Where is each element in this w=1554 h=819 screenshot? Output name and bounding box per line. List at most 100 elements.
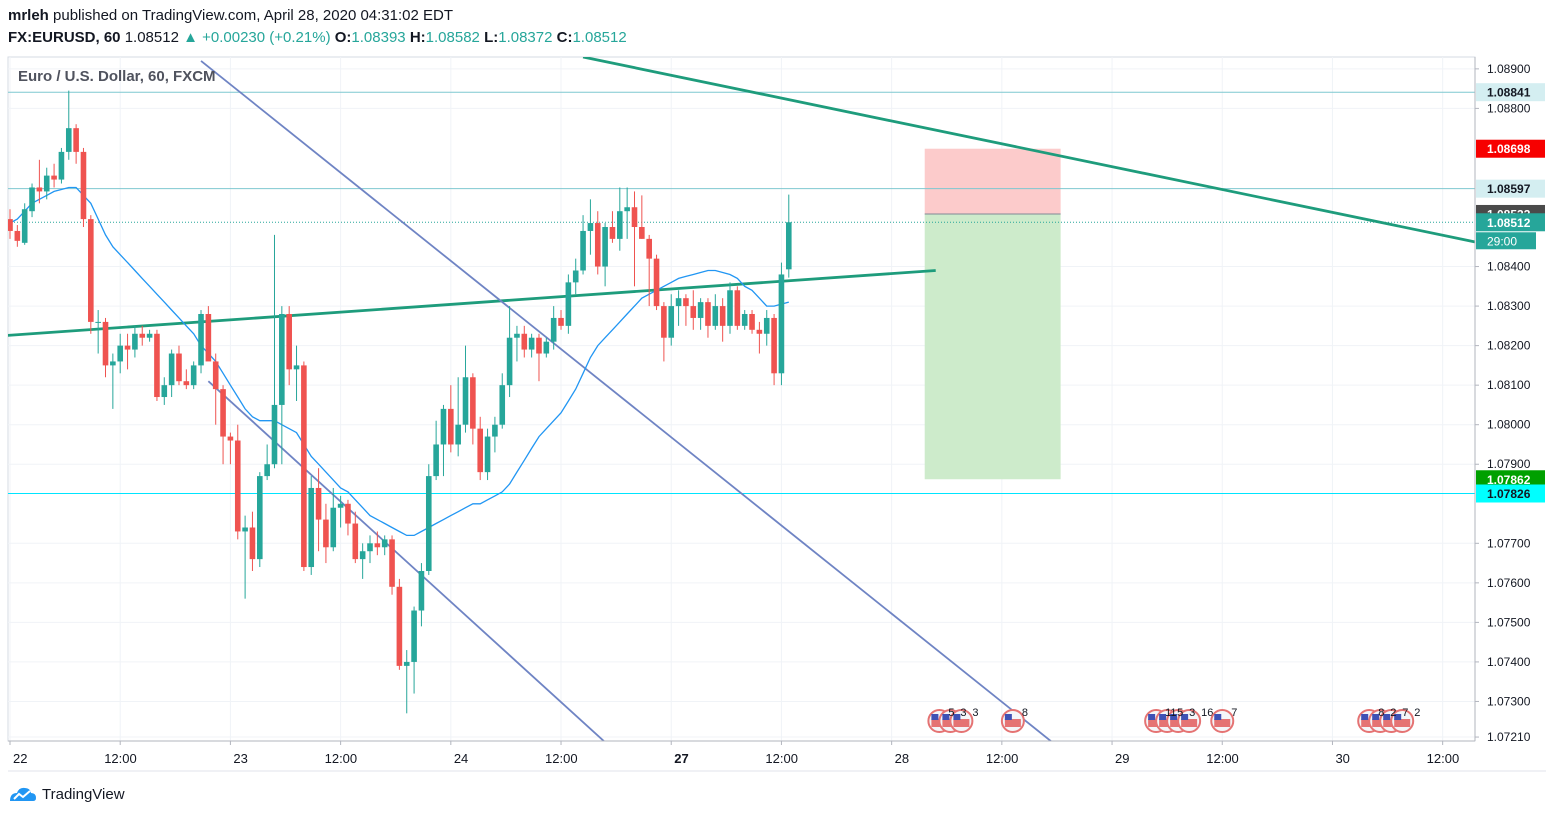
stop-loss-zone <box>924 148 1061 214</box>
footer-brand[interactable]: TradingView <box>42 785 125 803</box>
channel-upper <box>200 60 1053 741</box>
candle <box>675 298 682 307</box>
candle <box>521 333 528 350</box>
price-label-badge <box>1476 470 1545 489</box>
candle <box>73 128 79 152</box>
price-label-badge <box>1476 484 1545 503</box>
open-value: 1.08393 <box>351 29 406 46</box>
candle <box>359 551 366 560</box>
flag-stripes-icon <box>1004 719 1021 727</box>
price-label-value: 1.07826 <box>1487 487 1531 501</box>
publish-info: mrleh published on TradingView.com, Apri… <box>8 6 1008 26</box>
last-price: 1.08512 <box>124 29 179 46</box>
candle <box>14 230 21 241</box>
price-tick-label: 1.08200 <box>1487 339 1531 353</box>
candle <box>220 389 226 437</box>
candle <box>631 207 638 228</box>
price-tick-label: 1.07210 <box>1487 730 1531 744</box>
candle <box>242 527 248 532</box>
candle <box>719 306 726 326</box>
candle <box>337 503 344 508</box>
chart-header: mrleh published on TradingView.com, Apri… <box>8 6 1008 48</box>
candle <box>646 238 652 259</box>
high-value: 1.08582 <box>425 29 480 46</box>
candle <box>36 187 43 192</box>
candle <box>315 487 322 520</box>
candle <box>29 187 35 212</box>
candle <box>330 507 337 548</box>
flag-canton-icon <box>1361 714 1369 720</box>
flag-canton-icon <box>1383 714 1391 720</box>
price-label-badge <box>1476 179 1545 198</box>
symbol-label[interactable]: FX:EURUSD, 60 <box>8 29 121 46</box>
candle <box>778 274 785 374</box>
candle <box>403 661 410 666</box>
flag-canton-icon <box>1004 714 1012 720</box>
candle <box>425 476 432 571</box>
take-profit-zone <box>924 213 1061 480</box>
candle <box>345 503 351 524</box>
low-value: 1.08372 <box>498 29 553 46</box>
published-text: published on TradingView.com, April 28, … <box>53 7 454 24</box>
low-label: L: <box>484 29 499 46</box>
candle <box>205 313 212 362</box>
flag-canton-icon <box>1394 714 1402 720</box>
close-value: 1.08512 <box>572 29 627 46</box>
candle <box>212 361 219 390</box>
price-change: +0.00230 (+0.21%) <box>202 29 331 46</box>
candle <box>352 523 359 560</box>
candle <box>462 377 469 425</box>
candle <box>65 128 72 152</box>
price-tick-label: 1.07600 <box>1487 576 1531 590</box>
flag-stripes-icon <box>953 719 970 727</box>
price-label-badge <box>1476 139 1545 158</box>
price-tick-label: 1.08800 <box>1487 101 1531 115</box>
time-tick-label: 12:00 <box>1206 751 1239 766</box>
candle <box>448 408 454 445</box>
author-name[interactable]: mrleh <box>8 7 49 24</box>
candle <box>389 539 395 587</box>
price-tick-label: 1.07700 <box>1487 536 1531 550</box>
candle <box>705 302 711 326</box>
event-count-label: 7 <box>1402 707 1408 719</box>
price-label-value: 1.07862 <box>1487 473 1531 487</box>
flag-canton-icon <box>953 714 961 720</box>
time-tick-label: 12:00 <box>104 751 137 766</box>
flag-canton-icon <box>1148 714 1156 720</box>
event-count-label: 3 <box>1189 707 1195 719</box>
time-tick-label: 24 <box>454 751 468 766</box>
candle <box>396 586 403 666</box>
countdown-badge <box>1476 232 1536 250</box>
candle <box>21 209 28 243</box>
candle <box>411 610 417 662</box>
price-label-badge <box>1476 83 1545 102</box>
event-count-label: 3 <box>972 707 978 719</box>
price-tick-label: 1.08900 <box>1487 62 1531 76</box>
candle <box>308 487 315 568</box>
price-tick-label: 1.08400 <box>1487 260 1531 274</box>
time-tick-label: 30 <box>1335 751 1349 766</box>
candle <box>110 361 116 366</box>
candle <box>771 317 777 374</box>
price-label-value: 1.08841 <box>1487 86 1531 100</box>
time-tick-label: 12:00 <box>986 751 1019 766</box>
candle <box>749 313 755 330</box>
candle <box>234 440 241 532</box>
flag-canton-icon <box>1159 714 1167 720</box>
flag-canton-icon <box>1372 714 1380 720</box>
price-label-badge <box>1476 213 1545 232</box>
candle <box>470 377 476 429</box>
tradingview-logo-icon[interactable] <box>8 785 38 803</box>
candle <box>580 230 586 271</box>
candle <box>139 333 146 338</box>
candle <box>43 175 50 192</box>
candle <box>587 223 594 231</box>
flag-stripes-icon <box>1394 719 1411 727</box>
candle <box>154 333 160 398</box>
price-tick-label: 1.08000 <box>1487 418 1531 432</box>
candle <box>279 313 285 405</box>
chart-title: Euro / U.S. Dollar, 60, FXCM <box>18 68 216 85</box>
price-tick-label: 1.07400 <box>1487 655 1531 669</box>
drawings-layer <box>8 57 1475 741</box>
